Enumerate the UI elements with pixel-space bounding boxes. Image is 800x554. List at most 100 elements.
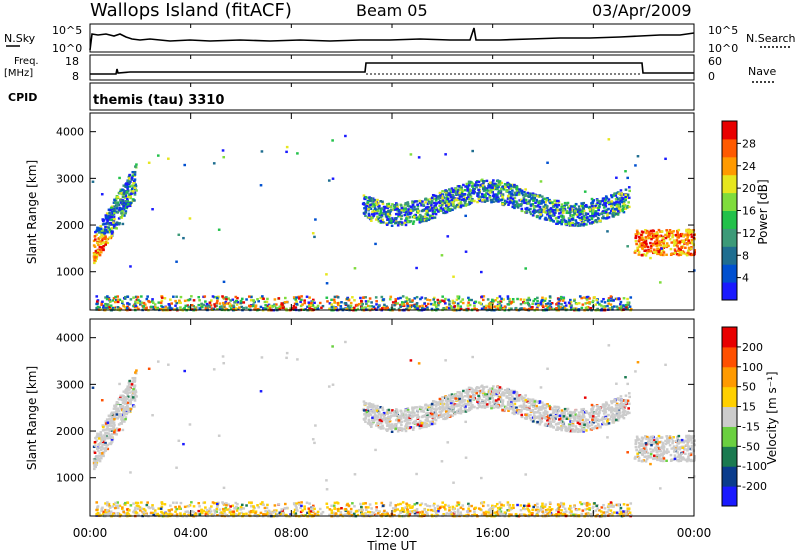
power-cell xyxy=(183,306,186,310)
velocity-cell xyxy=(123,412,127,415)
power-cell xyxy=(106,303,109,306)
power-cell xyxy=(456,295,459,298)
power-cell xyxy=(134,304,138,308)
power-cell xyxy=(530,197,533,200)
velocity-cell xyxy=(553,405,556,408)
power-cell xyxy=(568,208,572,211)
power-cell xyxy=(476,183,479,187)
power-cell xyxy=(133,173,137,176)
velocity-cell xyxy=(624,413,628,417)
power-cell xyxy=(491,198,494,202)
power-cell xyxy=(664,244,668,248)
power-cell xyxy=(446,206,450,209)
power-cell xyxy=(654,251,658,254)
power-cell xyxy=(671,233,675,237)
velocity-cell xyxy=(376,424,380,427)
velocity-cell xyxy=(122,390,126,393)
power-cell xyxy=(430,202,433,205)
power-cell xyxy=(578,295,582,298)
power-cell xyxy=(496,187,499,191)
velocity-cell xyxy=(367,418,371,422)
velocity-cell xyxy=(543,412,547,415)
velocity-cell xyxy=(487,392,491,395)
power-cell xyxy=(655,232,658,235)
date-label: 03/Apr/2009 xyxy=(592,1,692,20)
power-cell xyxy=(482,189,486,192)
velocity-cell xyxy=(380,419,384,423)
velocity-cell xyxy=(573,418,576,421)
power-cell xyxy=(521,200,524,203)
power-cell xyxy=(360,299,363,303)
power-cell xyxy=(546,197,549,200)
power-cell xyxy=(129,298,133,301)
power-cell xyxy=(477,192,480,196)
power-cell xyxy=(105,212,109,215)
power-cell xyxy=(634,249,637,253)
power-cell xyxy=(590,197,594,201)
power-cell xyxy=(558,208,562,211)
velocity-cell xyxy=(490,387,494,390)
power-cell xyxy=(669,247,673,251)
power-cell xyxy=(497,192,500,195)
power-cell xyxy=(542,205,545,208)
power-cell xyxy=(390,220,393,223)
power-cell xyxy=(124,211,127,215)
power-cell xyxy=(129,195,132,198)
power-cell xyxy=(552,220,556,223)
velocity-cell xyxy=(95,439,99,442)
power-cell xyxy=(456,307,460,310)
power-cell xyxy=(494,198,498,201)
velocity-cell xyxy=(432,403,436,407)
power-cell xyxy=(104,222,108,225)
power-cell xyxy=(391,203,394,206)
power-cell xyxy=(432,296,436,300)
power-cell xyxy=(415,302,419,305)
velocity-cell xyxy=(522,403,526,406)
velocity-cell xyxy=(457,408,461,411)
velocity-cell xyxy=(613,408,617,412)
power-cell xyxy=(588,222,592,225)
power-cell xyxy=(634,236,638,240)
power-cell xyxy=(116,295,119,298)
power-cell xyxy=(512,300,515,304)
power-cell xyxy=(621,204,625,208)
power-cell xyxy=(524,267,528,270)
power-cell xyxy=(120,301,124,305)
velocity-cell xyxy=(98,451,102,455)
power-cell xyxy=(659,253,663,257)
power-cell xyxy=(337,301,341,305)
velocity-cell xyxy=(124,391,127,395)
power-cell xyxy=(285,145,289,149)
power-cell xyxy=(603,301,607,304)
power-cell xyxy=(434,206,438,209)
power-cell xyxy=(463,201,467,205)
power-cell xyxy=(371,202,375,206)
power-cell xyxy=(425,217,429,220)
velocity-cell xyxy=(523,397,526,400)
colorbar-swatch xyxy=(722,228,737,247)
power-cell xyxy=(497,304,501,307)
power-cell xyxy=(473,304,476,307)
power-cell xyxy=(549,219,552,222)
power-cell xyxy=(607,297,611,300)
power-cell xyxy=(331,139,334,142)
power-cell xyxy=(107,208,111,211)
power-cell xyxy=(455,203,459,207)
power-cell xyxy=(133,199,136,202)
velocity-cell xyxy=(97,443,101,446)
power-cell xyxy=(105,225,109,229)
power-cell xyxy=(245,306,248,309)
velocity-cell xyxy=(106,428,110,431)
velocity-cell xyxy=(92,462,96,465)
power-cell xyxy=(315,307,318,311)
power-cell xyxy=(611,215,615,218)
power-cell xyxy=(93,234,97,238)
velocity-cell xyxy=(456,411,460,414)
velocity-cell xyxy=(589,420,593,424)
power-cell xyxy=(482,295,486,298)
velocity-cell xyxy=(113,428,117,432)
power-cell xyxy=(394,298,398,301)
power-cell xyxy=(561,220,564,224)
velocity-cell xyxy=(125,411,129,415)
velocity-cell xyxy=(456,398,460,401)
